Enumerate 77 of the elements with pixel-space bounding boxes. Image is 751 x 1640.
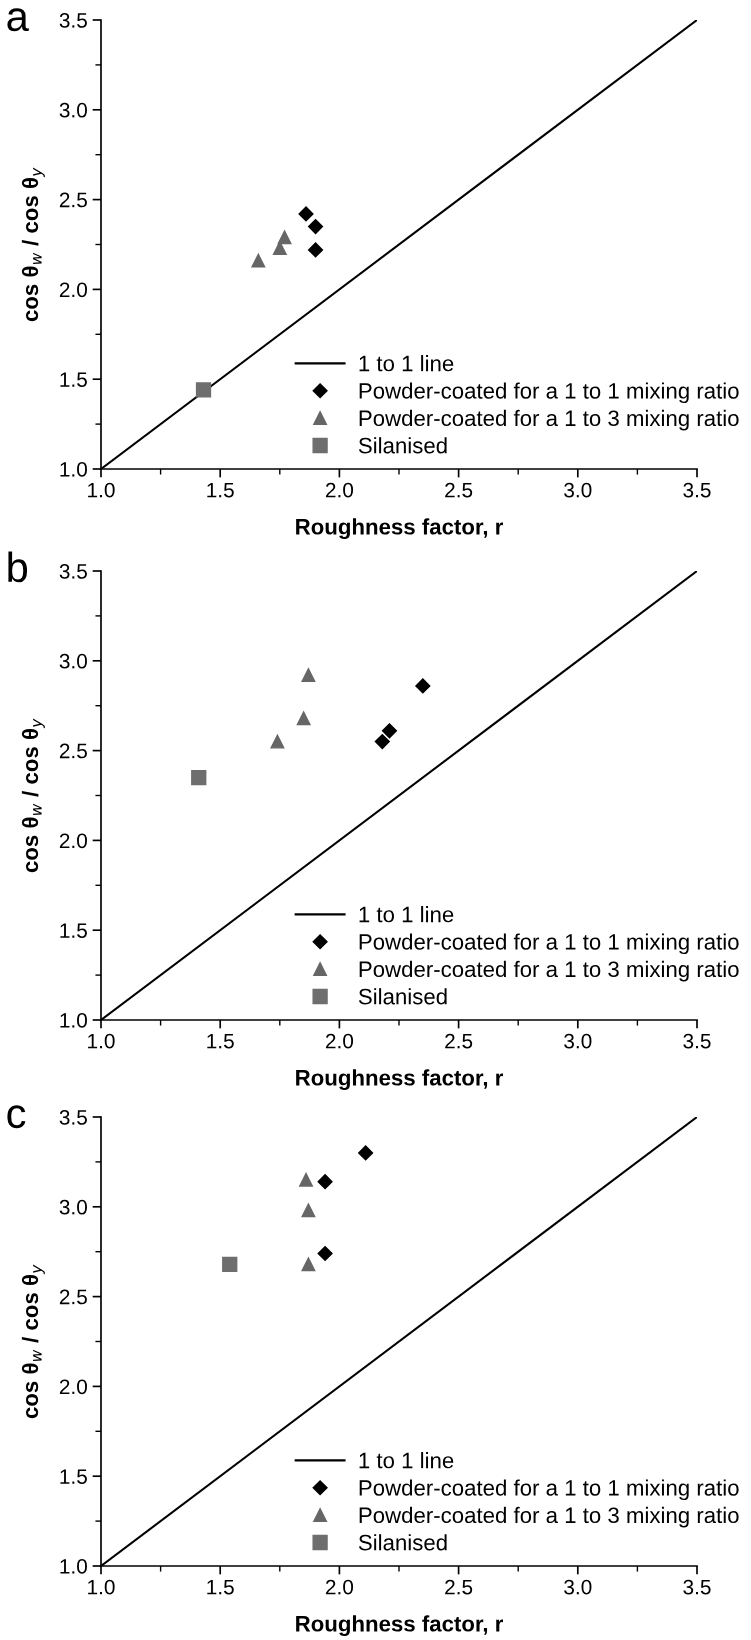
x-tick-label: 3.5: [683, 482, 711, 498]
point: [277, 230, 292, 245]
legend-label: Silanised: [358, 988, 447, 1005]
point: [298, 206, 314, 222]
y-tick-label: 2.5: [59, 192, 87, 208]
y-tick-label: 1.0: [60, 1013, 87, 1028]
x-tick-label: 2.0: [325, 1033, 354, 1049]
x-tick-label: 2.0: [325, 1579, 354, 1595]
legend-label: 1 to 1 line: [359, 1452, 454, 1469]
point: [296, 711, 311, 726]
point: [299, 1172, 313, 1187]
x-tick-label: 1.5: [207, 482, 234, 498]
legend-label: Powder-coated for a 1 to 1 mixing ratio: [359, 933, 739, 955]
y-tick-label: 3.5: [59, 13, 87, 28]
y-tick-label: 3.5: [59, 1110, 87, 1125]
y-axis-title: cos θ$_{w}$ / cos θ$_{y}$: [21, 718, 45, 873]
x-tick-label: 2.0: [325, 482, 354, 498]
point: [374, 734, 390, 750]
legend-label: 1 to 1 line: [359, 355, 454, 372]
x-tick-label: 3.0: [564, 482, 592, 498]
y-tick-label: 2.0: [59, 282, 87, 298]
chart-title: b: [8, 551, 28, 583]
x-tick-label: 1.5: [207, 1579, 234, 1595]
x-tick-label: 3.0: [564, 1579, 592, 1595]
y-axis-title: cos θ$_{w}$ / cos θ$_{y}$: [21, 1264, 45, 1419]
y-tick-label: 1.5: [60, 1469, 87, 1484]
point: [415, 678, 431, 694]
y-tick-label: 3.0: [59, 1199, 87, 1215]
point: [381, 723, 398, 739]
x-tick-label: 1.0: [88, 1033, 115, 1049]
legend-label: Powder-coated for a 1 to 1 mixing ratio: [359, 1479, 739, 1501]
point: [307, 218, 324, 235]
y-tick-label: 1.5: [60, 923, 87, 938]
chart-title: a: [7, 8, 29, 32]
y-tick-label: 2.0: [59, 1379, 87, 1395]
legend-label: Powder-coated for a 1 to 3 mixing ratio: [359, 960, 739, 982]
legend-label: 1 to 1 line: [359, 906, 454, 923]
y-tick-label: 3.0: [59, 102, 87, 118]
y-tick-label: 1.5: [60, 372, 87, 387]
x-axis-title: Roughness factor, r: [296, 1615, 504, 1637]
x-tick-label: 1.0: [88, 482, 115, 498]
x-axis-title: Roughness factor, r: [296, 1069, 504, 1091]
x-tick-label: 2.5: [445, 1579, 473, 1595]
chart-title: c: [7, 1105, 26, 1129]
y-axis-title: cos θ$_{w}$ / cos θ$_{y}$: [21, 167, 45, 322]
legend-label: Silanised: [358, 437, 447, 454]
point: [317, 1174, 333, 1190]
y-tick-label: 1.0: [60, 462, 87, 477]
point: [222, 1256, 238, 1272]
point: [307, 242, 324, 258]
y-tick-label: 3.5: [59, 564, 87, 579]
y-tick-label: 2.5: [59, 1289, 87, 1305]
y-tick-label: 3.0: [59, 653, 87, 669]
point: [251, 253, 266, 268]
point: [191, 769, 207, 786]
point: [301, 1257, 316, 1272]
y-tick-label: 1.0: [60, 1559, 87, 1574]
x-tick-label: 3.0: [564, 1033, 592, 1049]
x-tick-label: 3.5: [683, 1579, 711, 1595]
x-tick-label: 1.0: [88, 1579, 115, 1595]
point: [195, 382, 212, 398]
legend-label: Powder-coated for a 1 to 3 mixing ratio: [359, 1506, 739, 1528]
x-tick-label: 2.5: [445, 482, 473, 498]
x-tick-label: 2.5: [445, 1033, 473, 1049]
legend-label: Powder-coated for a 1 to 3 mixing ratio: [359, 409, 739, 431]
legend-label: Silanised: [358, 1534, 447, 1551]
y-tick-label: 2.0: [59, 833, 87, 849]
point: [358, 1145, 374, 1161]
point: [270, 734, 285, 749]
x-tick-label: 3.5: [683, 1033, 711, 1049]
point: [301, 1203, 316, 1218]
point: [301, 668, 316, 683]
point: [317, 1245, 333, 1262]
x-axis-title: Roughness factor, r: [296, 518, 504, 540]
x-tick-label: 1.5: [207, 1033, 234, 1049]
y-tick-label: 2.5: [59, 743, 87, 759]
legend-label: Powder-coated for a 1 to 1 mixing ratio: [359, 382, 739, 404]
